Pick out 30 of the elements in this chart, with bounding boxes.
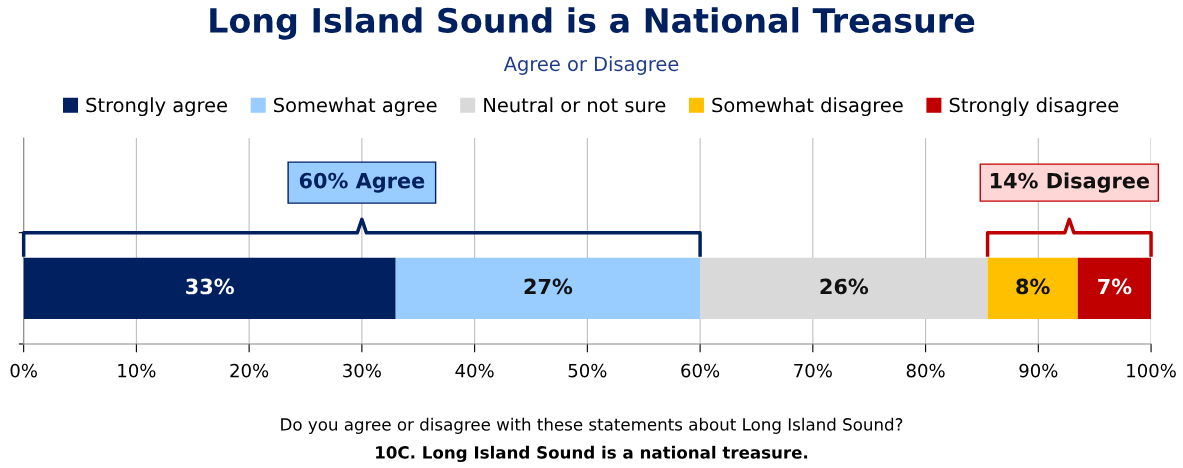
x-tick-label: 0% — [10, 363, 37, 378]
x-tick-label: 50% — [568, 363, 607, 378]
chart-title: Long Island Sound is a National Treasure — [210, 7, 975, 40]
legend-label: Somewhat agree — [274, 97, 437, 117]
x-tick-label: 60% — [681, 363, 720, 378]
legend-label: Strongly disagree — [949, 97, 1119, 117]
data-label: 8% — [1016, 278, 1050, 295]
text: Do you agree or disagree with these statements about Long Island Sound? — [281, 417, 903, 434]
text: 14% Disagree — [990, 172, 1150, 193]
x-tick-label: 10% — [118, 363, 156, 378]
bar — [987, 257, 1078, 319]
chart-subtitle: Agree or Disagree — [503, 56, 679, 75]
legend-label: Strongly agree — [86, 97, 227, 117]
x-tick-label: 70% — [794, 363, 832, 378]
x-tick-label: 80% — [906, 363, 945, 378]
x-tick-label: 30% — [343, 363, 381, 378]
x-tick-label: 90% — [1019, 363, 1058, 378]
data-label: 7% — [1098, 278, 1132, 295]
legend-label: Neutral or not sure — [484, 97, 666, 113]
x-tick-label: 20% — [230, 363, 269, 378]
text: 60% Agree — [299, 172, 425, 193]
text: 10C. Long Island Sound is a national treasure. — [376, 445, 808, 463]
bar — [395, 257, 701, 319]
bar — [700, 257, 988, 319]
x-tick-label: 40% — [455, 363, 494, 378]
x-tick-label: 100% — [1127, 363, 1176, 378]
data-label: 26% — [820, 278, 869, 295]
data-label: 27% — [524, 278, 573, 295]
data-label: 33% — [186, 278, 234, 295]
legend-label: Somewhat disagree — [712, 97, 903, 117]
